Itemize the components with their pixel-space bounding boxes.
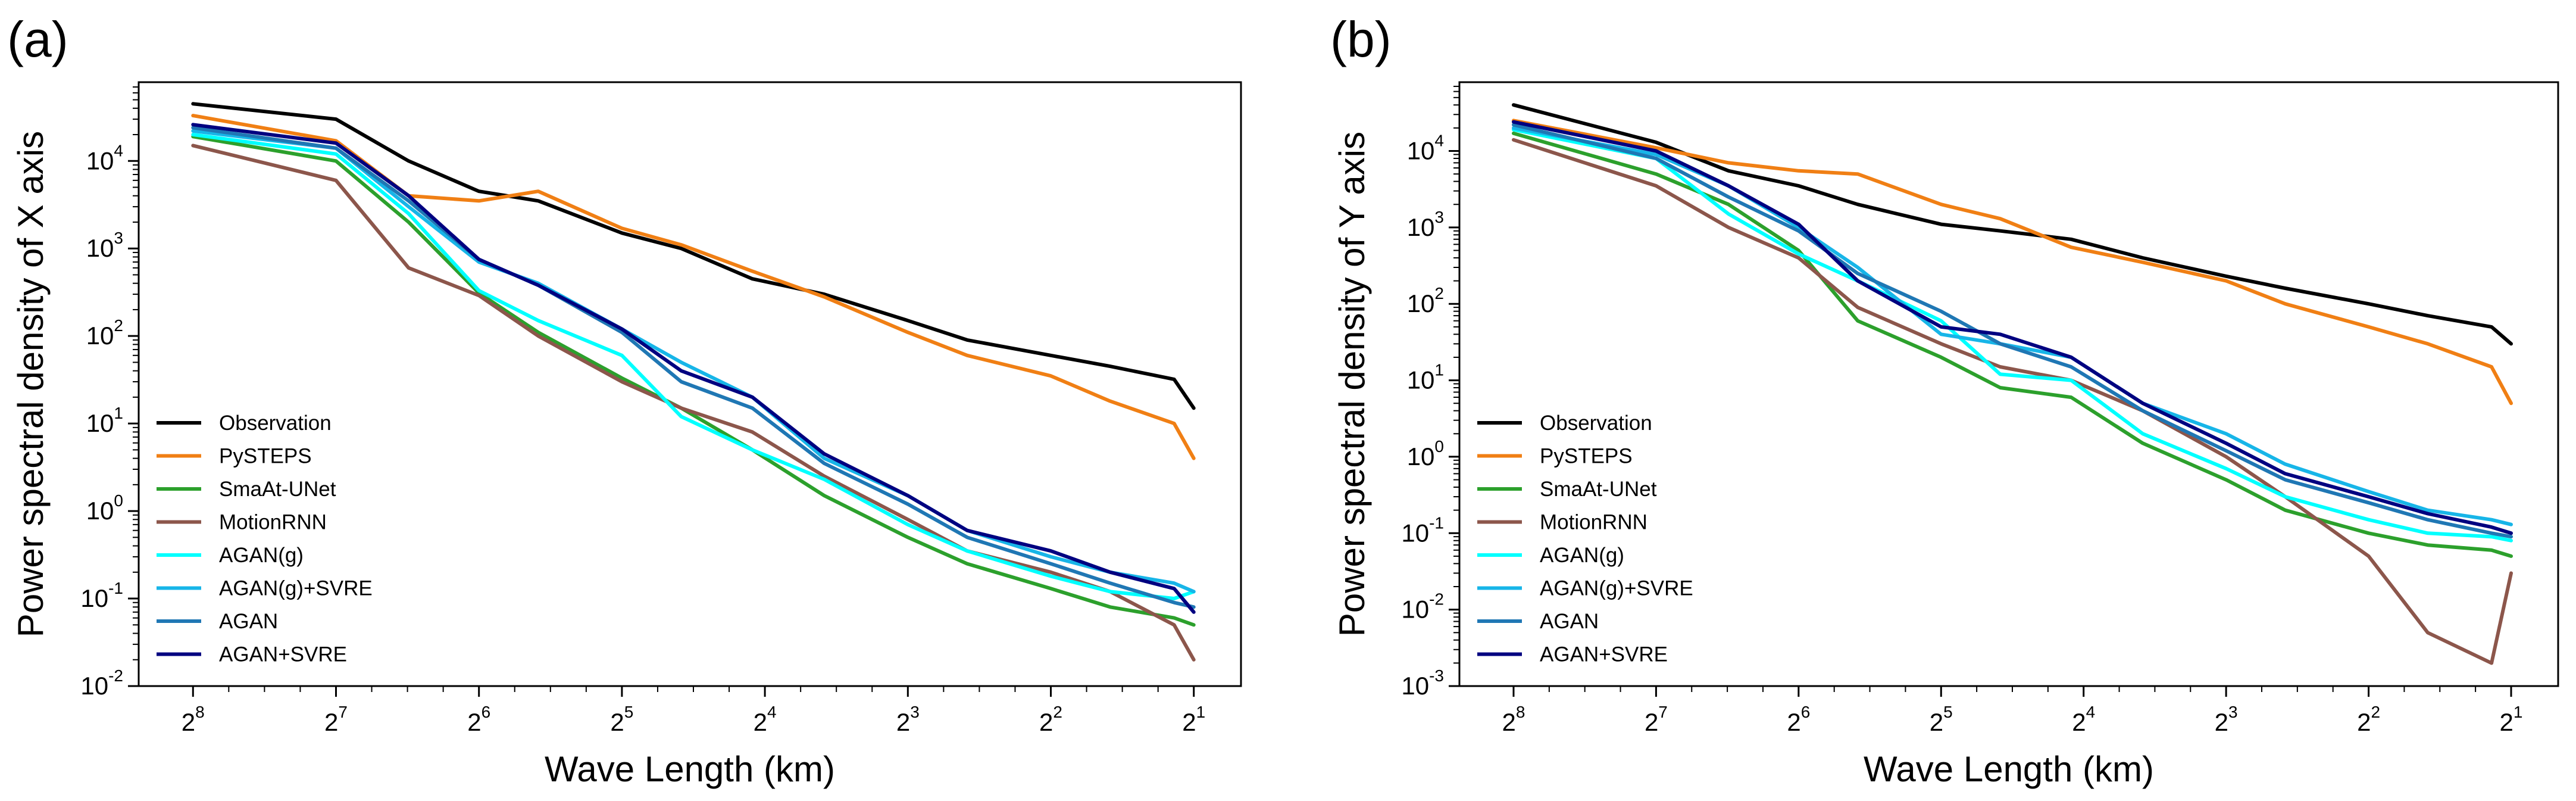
series-line	[1512, 131, 2513, 558]
series-group	[191, 102, 1196, 662]
legend-label: MotionRNN	[1540, 511, 1647, 534]
series-line	[191, 135, 1196, 627]
series-line	[191, 126, 1196, 609]
legend-label: AGAN(g)+SVRE	[219, 577, 373, 600]
y-tick-label: 101	[86, 404, 123, 437]
legend-label: SmaAt-UNet	[219, 478, 336, 501]
x-tick-label: 21	[2500, 703, 2523, 736]
x-tick-label: 24	[2072, 703, 2095, 736]
legend-label: AGAN	[1540, 610, 1599, 633]
panel-b: (b) 28 27 26 25 24 23 22 21 104 103 102 101 100 10-1 10…	[1330, 11, 2559, 789]
legend: Observation PySTEPS SmaAt-UNet MotionRNN AGA…	[1477, 412, 1693, 666]
series-line	[191, 133, 1196, 600]
x-tick-label: 28	[182, 703, 205, 736]
series-line	[191, 129, 1196, 594]
series-line	[1512, 120, 2513, 535]
series-line	[1512, 119, 2513, 406]
x-tick-label: 23	[2215, 703, 2238, 736]
legend-label: SmaAt-UNet	[1540, 478, 1657, 501]
panel-a: (a) 28 27 26 25 24 23 22 21 104 103 102 101 100 10-1 10…	[7, 11, 1242, 789]
x-tick-label: 24	[754, 703, 777, 736]
legend: Observation PySTEPS SmaAt-UNet MotionRNN AGA…	[157, 412, 373, 666]
x-tick-label: 27	[1645, 703, 1668, 736]
legend-label: AGAN(g)+SVRE	[1540, 577, 1693, 600]
legend-label: AGAN(g)	[219, 544, 304, 567]
series-line	[191, 102, 1196, 410]
y-tick-label: 10-2	[1401, 590, 1444, 624]
y-tick-label: 10-1	[1401, 513, 1444, 547]
panel-letter: (b)	[1330, 11, 1392, 67]
series-group	[1512, 103, 2513, 665]
y-tick-label: 101	[1407, 361, 1444, 394]
x-tick-label: 28	[1502, 703, 1525, 736]
y-tick-label: 104	[1407, 132, 1444, 165]
panel-letter: (a)	[7, 11, 68, 67]
series-line	[1512, 103, 2513, 346]
series-line	[191, 114, 1196, 460]
legend-label: AGAN	[219, 610, 278, 633]
y-tick-label: 104	[86, 141, 123, 174]
y-axis-label: Power spectral density of Y axis	[1332, 132, 1372, 637]
axes-frame	[137, 81, 1242, 687]
series-line	[191, 123, 1196, 614]
y-tick-label: 10-1	[80, 579, 123, 612]
legend-label: Observation	[1540, 412, 1652, 435]
y-tick-label: 103	[86, 229, 123, 262]
y-tick-label: 10-3	[1401, 666, 1444, 700]
legend-label: PySTEPS	[1540, 445, 1633, 468]
x-tick-label: 22	[1039, 703, 1062, 736]
legend-label: Observation	[219, 412, 332, 435]
x-tick-label: 25	[610, 703, 633, 736]
legend-label: MotionRNN	[219, 511, 327, 534]
y-tick-label: 103	[1407, 208, 1444, 241]
x-tick-label: 22	[2357, 703, 2380, 736]
legend-label: AGAN+SVRE	[219, 643, 347, 666]
x-tick-label: 27	[324, 703, 348, 736]
legend-label: AGAN+SVRE	[1540, 643, 1668, 666]
y-tick-label: 10-2	[80, 666, 123, 700]
y-tick-label: 102	[1407, 284, 1444, 317]
x-tick-label: 26	[1787, 703, 1810, 736]
y-tick-label: 100	[1407, 437, 1444, 470]
x-tick-label: 25	[1930, 703, 1953, 736]
series-line	[1512, 123, 2513, 539]
x-tick-label: 21	[1182, 703, 1205, 736]
x-tick-label: 26	[467, 703, 490, 736]
legend-label: AGAN(g)	[1540, 544, 1624, 567]
y-tick-label: 102	[86, 316, 123, 350]
legend-label: PySTEPS	[219, 445, 312, 468]
x-axis-label: Wave Length (km)	[1864, 749, 2154, 789]
y-tick-label: 100	[86, 491, 123, 525]
x-tick-label: 23	[896, 703, 920, 736]
y-axis-label: Power spectral density of X axis	[11, 131, 51, 637]
series-line	[1512, 127, 2513, 543]
x-axis-label: Wave Length (km)	[545, 749, 835, 789]
